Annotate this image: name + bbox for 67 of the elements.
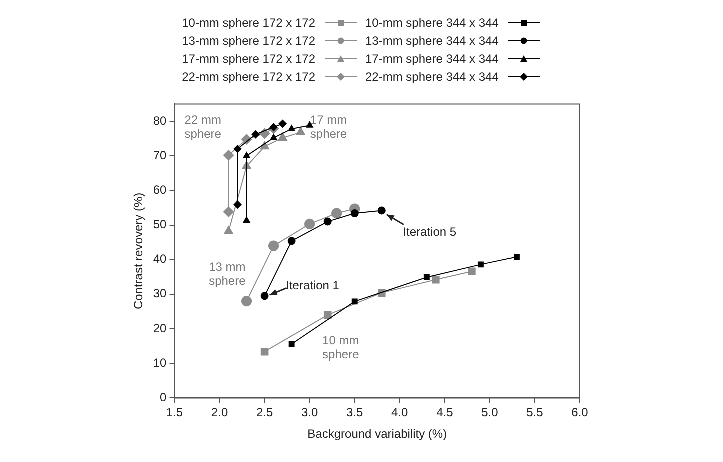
point <box>378 206 386 215</box>
point <box>270 134 278 140</box>
point <box>278 120 287 128</box>
point <box>468 268 476 276</box>
point <box>352 298 358 305</box>
point <box>324 311 332 320</box>
point <box>241 296 252 307</box>
y-tick-label: 50 <box>153 218 168 232</box>
legend-label: 10-mm sphere 344 x 344 <box>366 16 499 30</box>
point <box>252 130 260 139</box>
y-tick-label: 10 <box>153 356 168 370</box>
y-tick-label: 80 <box>153 114 168 128</box>
legend-label: 17-mm sphere 172 x 172 <box>182 52 316 66</box>
x-tick-label: 6.0 <box>572 406 589 420</box>
point <box>260 292 269 300</box>
point <box>304 218 316 230</box>
x-tick-label: 3.0 <box>301 406 318 420</box>
x-tick-label: 4.0 <box>392 406 409 420</box>
y-tick-label: 0 <box>160 390 168 405</box>
x-tick-label: 5.0 <box>482 406 499 420</box>
x-axis-title: Background variability (%) <box>308 427 448 442</box>
point <box>260 348 269 356</box>
point <box>243 152 250 158</box>
x-tick-label: 2.0 <box>211 406 228 420</box>
y-tick-label: 40 <box>153 252 168 266</box>
annotation: 10 mm sphere <box>322 334 360 362</box>
point <box>424 274 430 280</box>
point <box>234 200 242 209</box>
x-tick-label: 1.5 <box>166 406 184 420</box>
point <box>268 240 280 252</box>
y-tick-label: 30 <box>153 286 168 301</box>
point <box>223 206 234 218</box>
legend-label: 10-mm sphere 172 x 172 <box>182 16 316 30</box>
y-tick-label: 20 <box>153 321 168 336</box>
legend-label: 13-mm sphere 344 x 344 <box>366 34 499 48</box>
annotation: 13 mm sphere <box>209 260 246 288</box>
annotation: 22 mm sphere <box>184 113 222 142</box>
x-tick-label: 4.5 <box>436 406 454 420</box>
y-axis-title: Contrast revovery (%) <box>132 192 146 310</box>
point <box>324 218 332 226</box>
point <box>514 254 520 260</box>
y-tick-label: 60 <box>153 182 168 197</box>
point <box>288 237 296 246</box>
point <box>332 208 342 219</box>
legend-label: 22-mm sphere 344 x 344 <box>366 70 499 84</box>
point <box>296 127 306 136</box>
annotation: Iteration 1 <box>286 278 340 292</box>
legend-label: 17-mm sphere 344 x 344 <box>366 52 499 66</box>
point <box>288 125 296 132</box>
annotation: 17 mm sphere <box>310 113 348 142</box>
point <box>288 341 295 348</box>
x-tick-label: 2.5 <box>256 406 274 420</box>
point <box>278 132 288 141</box>
point <box>223 150 234 161</box>
point <box>432 276 440 284</box>
point <box>350 210 359 218</box>
legend-label: 22-mm sphere 172 x 172 <box>182 70 316 84</box>
point <box>270 123 278 132</box>
y-tick-label: 70 <box>153 148 168 162</box>
point <box>243 216 250 224</box>
x-tick-label: 3.5 <box>346 406 364 420</box>
x-tick-label: 5.5 <box>526 406 544 420</box>
point <box>234 145 242 154</box>
point <box>224 226 234 234</box>
annotation: Iteration 5 <box>403 225 457 240</box>
point <box>478 262 484 268</box>
legend-label: 13-mm sphere 172 x 172 <box>182 34 316 48</box>
